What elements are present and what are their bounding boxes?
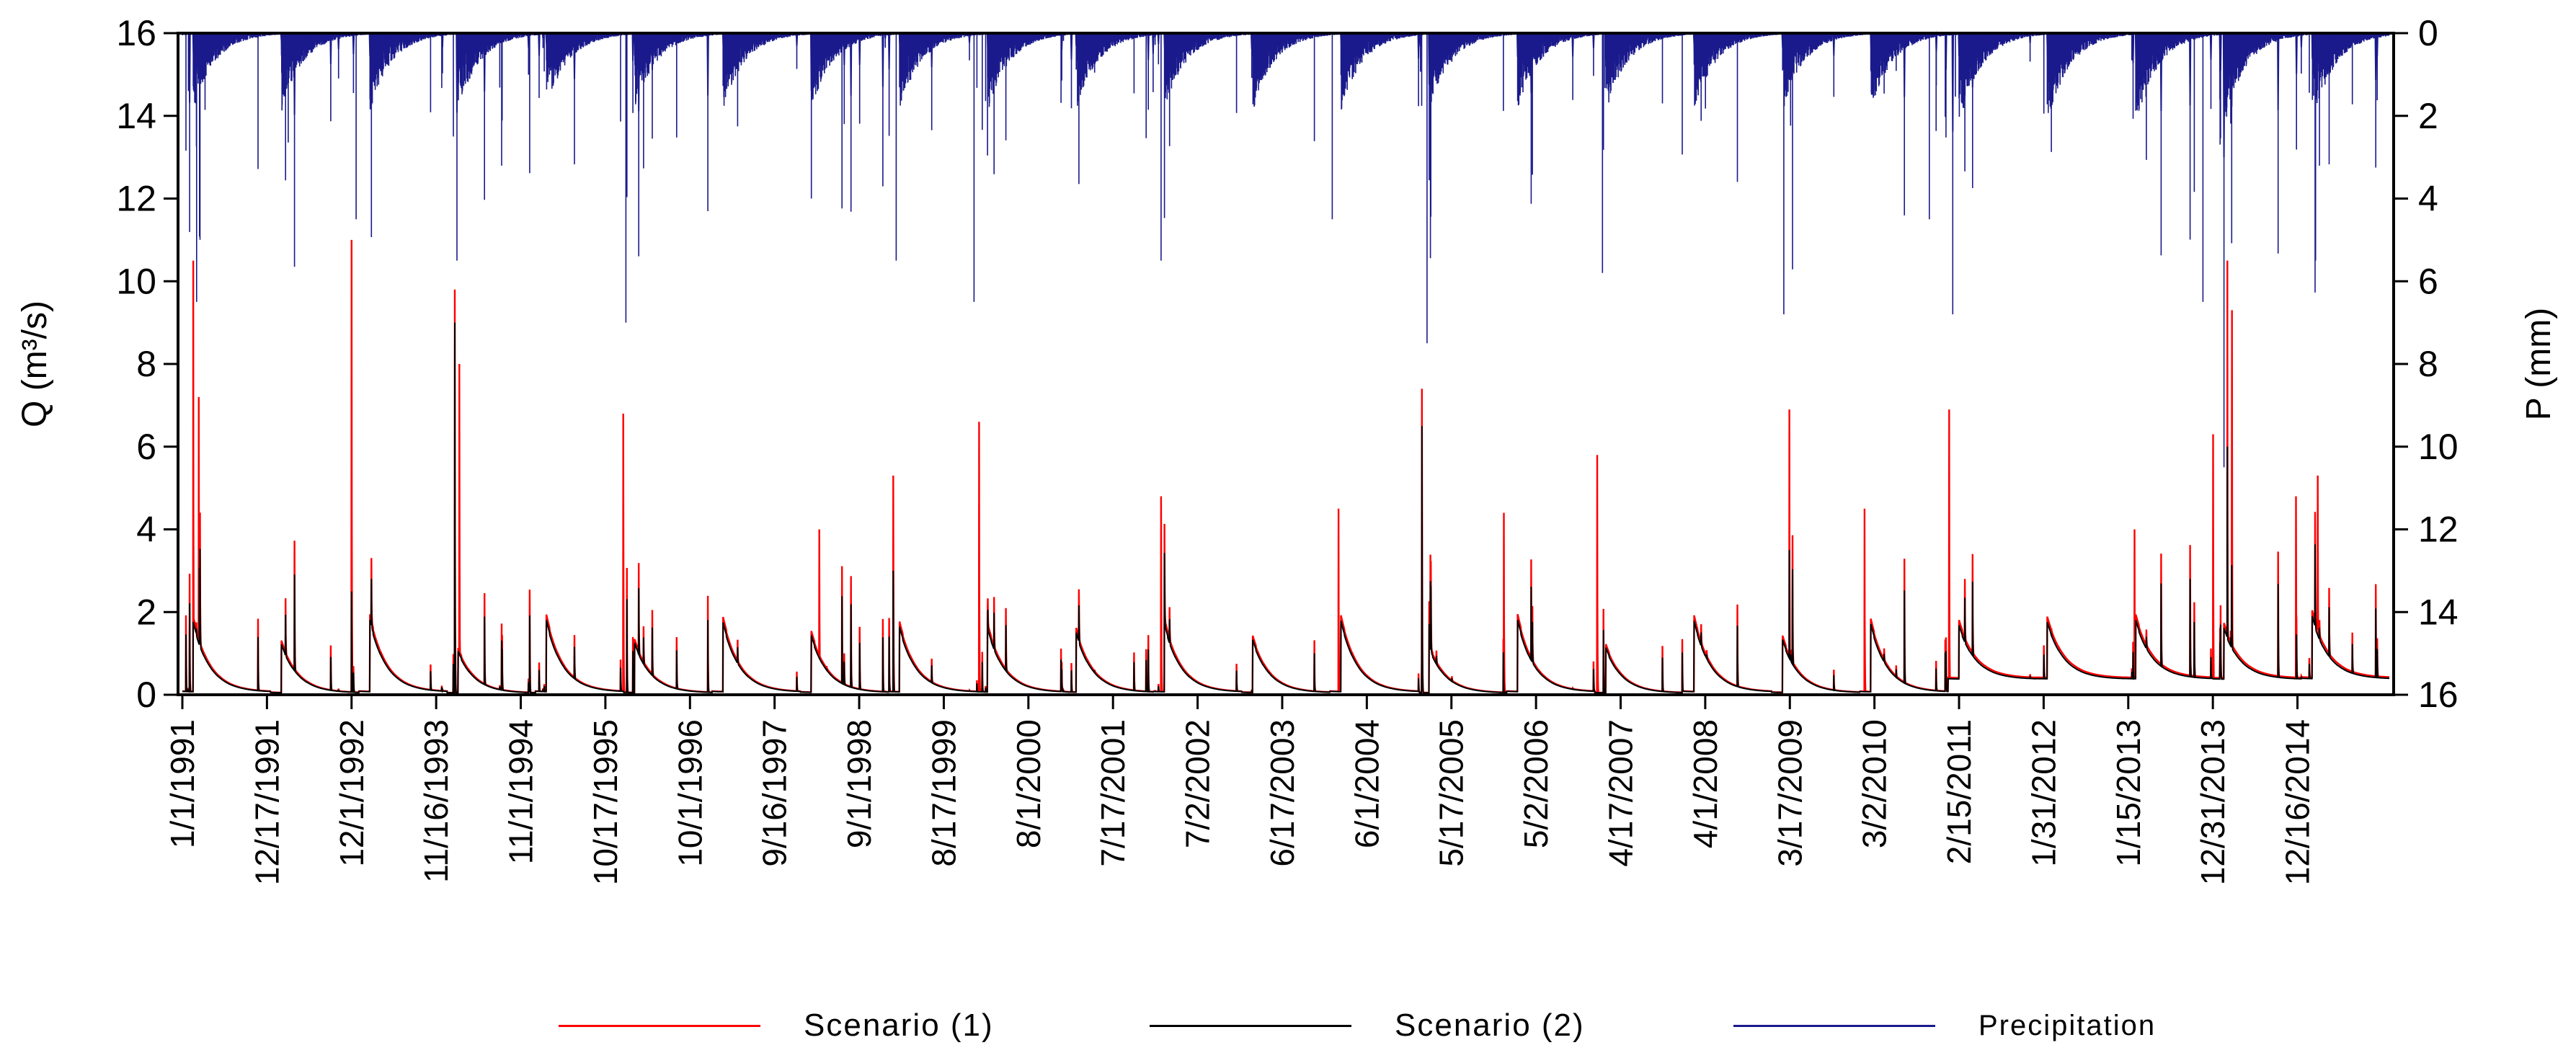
x-tick-label: 5/17/2005 — [1433, 719, 1470, 867]
y2-tick-label: 4 — [2418, 179, 2438, 219]
x-tick-label: 1/15/2013 — [2110, 719, 2147, 867]
legend-item-scenario1: Scenario (1) — [559, 993, 994, 1058]
x-axis: 1/1/1991 12/17/1991 12/1/1992 11/16/1993 11/… — [164, 695, 2317, 885]
x-tick-label: 8/17/1999 — [925, 719, 962, 867]
precipitation-series — [182, 31, 2390, 468]
y2-tick-label: 12 — [2418, 510, 2459, 550]
y2-tick-label: 2 — [2418, 96, 2438, 136]
y2-tick-label: 10 — [2418, 427, 2459, 467]
y-tick-label: 2 — [136, 592, 156, 632]
scenario2-series — [182, 322, 2389, 694]
legend-item-precipitation: Precipitation — [1733, 993, 2156, 1058]
x-tick-label: 6/17/2003 — [1263, 719, 1301, 867]
precipitation-envelope — [182, 31, 2390, 158]
legend-swatch-scenario1 — [559, 1024, 760, 1027]
plot-frame — [177, 32, 2395, 696]
hydrograph-chart: 0 2 4 6 8 10 12 14 16 16 14 12 10 8 6 4 2 0 1/1/1991 12/1… — [16, 13, 2558, 885]
y-tick-label: 8 — [136, 344, 156, 384]
x-tick-label: 7/2/2002 — [1179, 719, 1217, 848]
y-tick-label: 14 — [116, 96, 156, 136]
x-tick-label: 8/1/2000 — [1010, 719, 1047, 848]
x-tick-label: 12/31/2013 — [2194, 719, 2231, 885]
x-tick-label: 9/16/1997 — [756, 719, 794, 867]
x-tick-label: 10/17/1995 — [587, 719, 624, 885]
legend-swatch-scenario2 — [1150, 1024, 1351, 1027]
y-tick-label: 16 — [116, 13, 156, 53]
x-tick-label: 11/1/1994 — [502, 719, 540, 864]
scenario1-line — [182, 239, 2389, 695]
legend: Scenario (1) Scenario (2) Precipitation — [0, 993, 2576, 1058]
y-axis-title: Q (m³/s) — [16, 301, 54, 427]
y2-axis-title: P (mm) — [2520, 308, 2558, 420]
legend-label-scenario2: Scenario (2) — [1395, 1008, 1585, 1043]
x-tick-label: 12/17/1991 — [248, 719, 285, 885]
y-tick-label: 12 — [116, 179, 156, 219]
x-tick-label: 4/1/2008 — [1687, 719, 1724, 848]
legend-label-scenario1: Scenario (1) — [804, 1008, 994, 1043]
y2-tick-label: 0 — [2418, 13, 2438, 53]
x-tick-label: 10/1/1996 — [671, 719, 709, 867]
x-tick-label: 11/16/1993 — [417, 719, 455, 883]
x-tick-label: 1/1/1991 — [164, 719, 201, 848]
y-axis-left: 0 2 4 6 8 10 12 14 16 — [116, 13, 178, 715]
x-tick-label: 5/2/2006 — [1517, 719, 1555, 848]
x-tick-label: 4/17/2007 — [1602, 719, 1639, 867]
scenario1-series — [182, 239, 2389, 695]
legend-label-precipitation: Precipitation — [1978, 1009, 2157, 1041]
x-tick-label: 7/17/2001 — [1094, 719, 1132, 867]
y-tick-label: 0 — [136, 675, 156, 715]
legend-item-scenario2: Scenario (2) — [1150, 993, 1585, 1058]
x-tick-label: 6/1/2004 — [1348, 719, 1385, 848]
y2-tick-label: 6 — [2418, 261, 2438, 301]
x-tick-label: 12/16/2014 — [2279, 719, 2317, 885]
x-tick-label: 3/2/2010 — [1856, 719, 1893, 848]
y-tick-label: 10 — [116, 261, 156, 301]
scenario2-line — [182, 322, 2389, 694]
x-tick-label: 2/15/2011 — [1940, 719, 1978, 864]
x-tick-label: 12/1/1992 — [333, 719, 370, 867]
y2-tick-label: 8 — [2418, 344, 2438, 384]
legend-swatch-precipitation — [1733, 1024, 1935, 1027]
y-tick-label: 4 — [136, 510, 156, 550]
x-tick-label: 1/31/2012 — [2025, 719, 2062, 867]
x-tick-label: 3/17/2009 — [1771, 719, 1808, 867]
y2-tick-label: 14 — [2418, 592, 2459, 632]
precipitation-bars — [182, 33, 2390, 468]
x-tick-label: 9/1/1998 — [840, 719, 878, 848]
y2-tick-label: 16 — [2418, 675, 2459, 715]
y-axis-right: 16 14 12 10 8 6 4 2 0 — [2394, 13, 2459, 715]
y-tick-label: 6 — [136, 427, 156, 467]
